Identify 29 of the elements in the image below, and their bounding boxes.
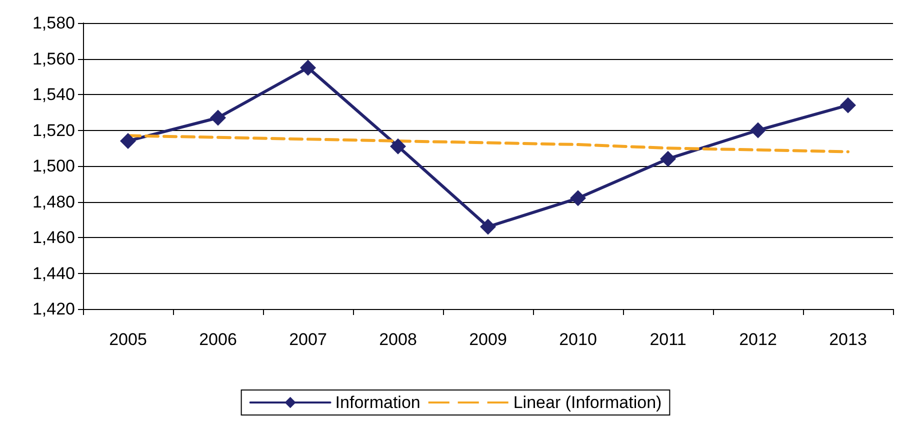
x-tick-label: 2011 <box>650 330 686 349</box>
point <box>390 138 406 154</box>
x-tick-label: 2010 <box>559 330 597 349</box>
point <box>750 122 766 138</box>
point <box>660 150 676 167</box>
y-tick-label: 1,580 <box>32 14 75 32</box>
y-tick-label: 1,500 <box>32 156 75 176</box>
x-tick-label: 2013 <box>829 330 867 349</box>
y-tick-label: 1,460 <box>32 228 75 247</box>
point <box>480 218 496 235</box>
x-tick-label: 2009 <box>469 330 507 349</box>
legend-label: Linear (Information) <box>513 393 662 412</box>
point <box>210 110 226 126</box>
y-tick-label: 1,520 <box>32 120 75 140</box>
x-tick-label: 2006 <box>199 330 237 349</box>
point <box>120 132 136 149</box>
point <box>840 97 856 114</box>
y-tick-label: 1,420 <box>32 300 75 318</box>
y-tick-label: 1,440 <box>32 264 75 283</box>
legend-label: Information <box>335 393 420 412</box>
x-tick-label: 2008 <box>379 330 417 349</box>
y-tick-label: 1,480 <box>32 192 75 212</box>
y-tick-label: 1,540 <box>32 85 75 104</box>
y-tick-label: 1,560 <box>32 49 75 68</box>
x-tick-label: 2007 <box>289 330 327 349</box>
point <box>300 60 316 76</box>
x-tick-label: 2012 <box>739 330 777 349</box>
x-tick-label: 2005 <box>109 330 147 349</box>
point <box>570 190 586 206</box>
